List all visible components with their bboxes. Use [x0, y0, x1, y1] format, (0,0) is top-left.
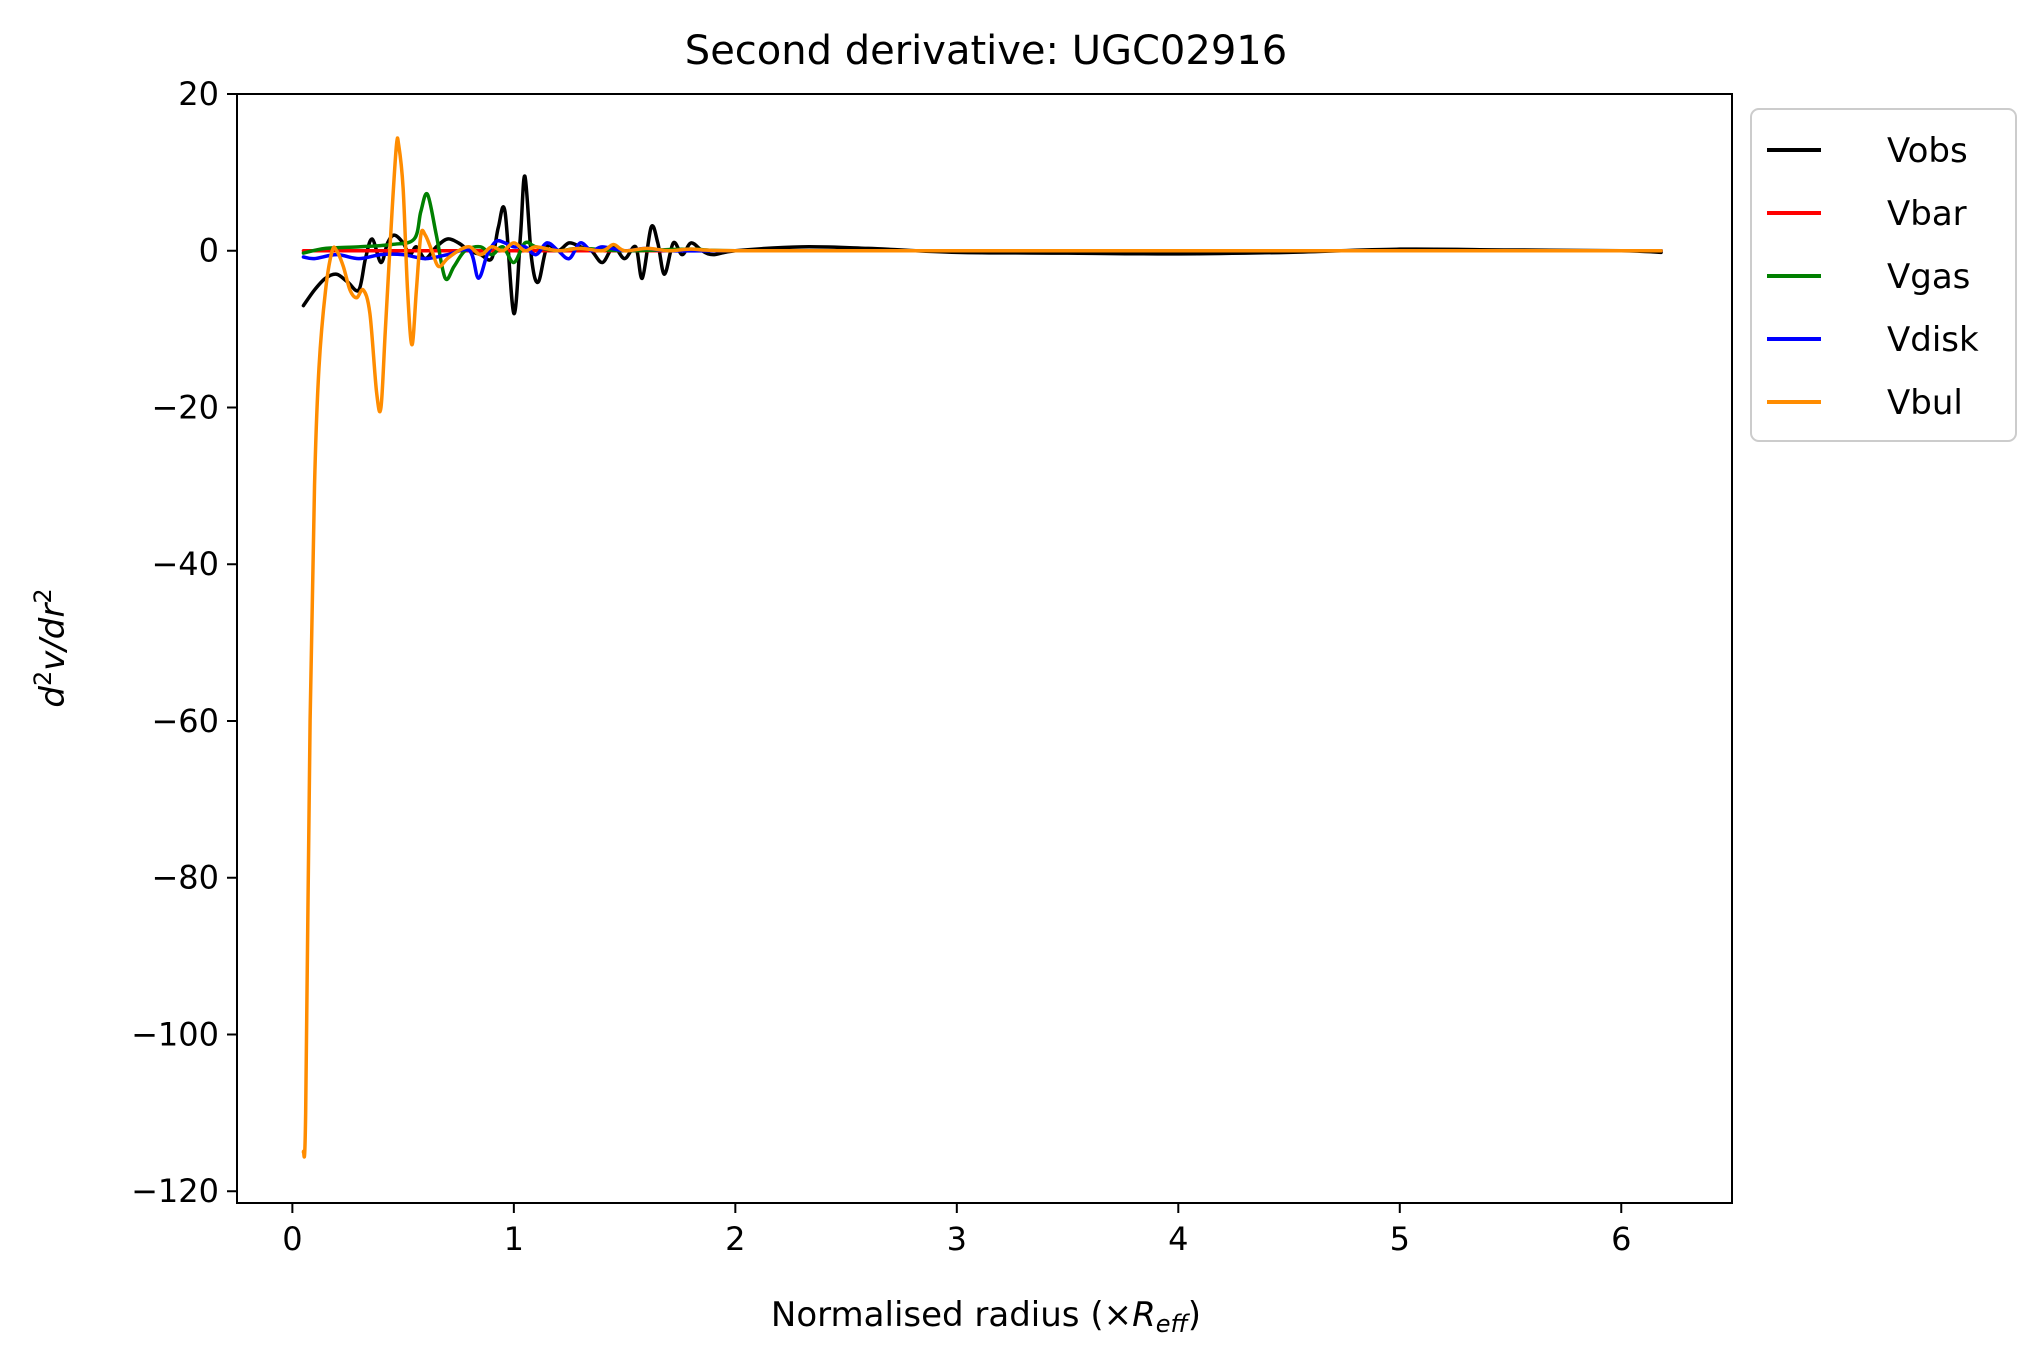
y-axis-label-v: v/dr — [33, 602, 73, 671]
plot-area — [236, 93, 1733, 1204]
x-axis-label-sub: eff — [1156, 1310, 1191, 1338]
x-tick-label: 1 — [504, 1220, 524, 1258]
y-tick-label: −20 — [151, 388, 219, 426]
y-axis-ticks: 20 0 −20 −40 −60 −80 −100 −120 — [131, 75, 237, 1210]
x-tick-label: 2 — [725, 1220, 745, 1258]
y-tick-label: −80 — [151, 859, 219, 897]
x-tick-label: 4 — [1168, 1220, 1188, 1258]
x-tick-label: 5 — [1390, 1220, 1410, 1258]
y-axis-label-sup2: 2 — [29, 588, 57, 603]
legend-label-vdisk: Vdisk — [1887, 320, 1979, 360]
chart-title: Second derivative: UGC02916 — [685, 28, 1287, 74]
legend: Vobs Vbar Vgas Vdisk Vbul — [1750, 108, 2017, 442]
series-layer — [301, 136, 1663, 1159]
y-axis-label: d2v/dr2 — [29, 588, 73, 707]
y-tick-label: 0 — [199, 232, 219, 270]
legend-box — [1750, 108, 2017, 442]
y-tick-label: −60 — [151, 702, 219, 740]
legend-label-vbul: Vbul — [1887, 383, 1963, 423]
x-axis-label-main: Normalised radius (× — [771, 1295, 1132, 1335]
x-axis-label-close: ) — [1188, 1295, 1201, 1335]
legend-label-vobs: Vobs — [1887, 131, 1968, 171]
y-tick-label: −100 — [131, 1015, 219, 1053]
series-line-vbul — [301, 136, 1663, 1159]
y-tick-label: 20 — [178, 75, 219, 113]
legend-label-vgas: Vgas — [1887, 257, 1970, 297]
x-tick-label: 0 — [282, 1220, 302, 1258]
x-axis-label-var: R — [1132, 1295, 1156, 1335]
x-axis-label: Normalised radius (×Reff) — [771, 1295, 1201, 1338]
y-axis-label-sup1: 2 — [29, 671, 57, 686]
axes-frame — [236, 93, 1733, 1204]
x-axis-ticks: 0 1 2 3 4 5 6 — [282, 1203, 1631, 1258]
x-tick-label: 6 — [1611, 1220, 1631, 1258]
legend-label-vbar: Vbar — [1887, 194, 1967, 234]
y-axis-label-d: d — [33, 686, 73, 708]
legend-items: Vobs Vbar Vgas Vdisk Vbul — [1767, 131, 1979, 423]
x-tick-label: 3 — [947, 1220, 967, 1258]
y-tick-label: −40 — [151, 545, 219, 583]
y-tick-label: −120 — [131, 1172, 219, 1210]
